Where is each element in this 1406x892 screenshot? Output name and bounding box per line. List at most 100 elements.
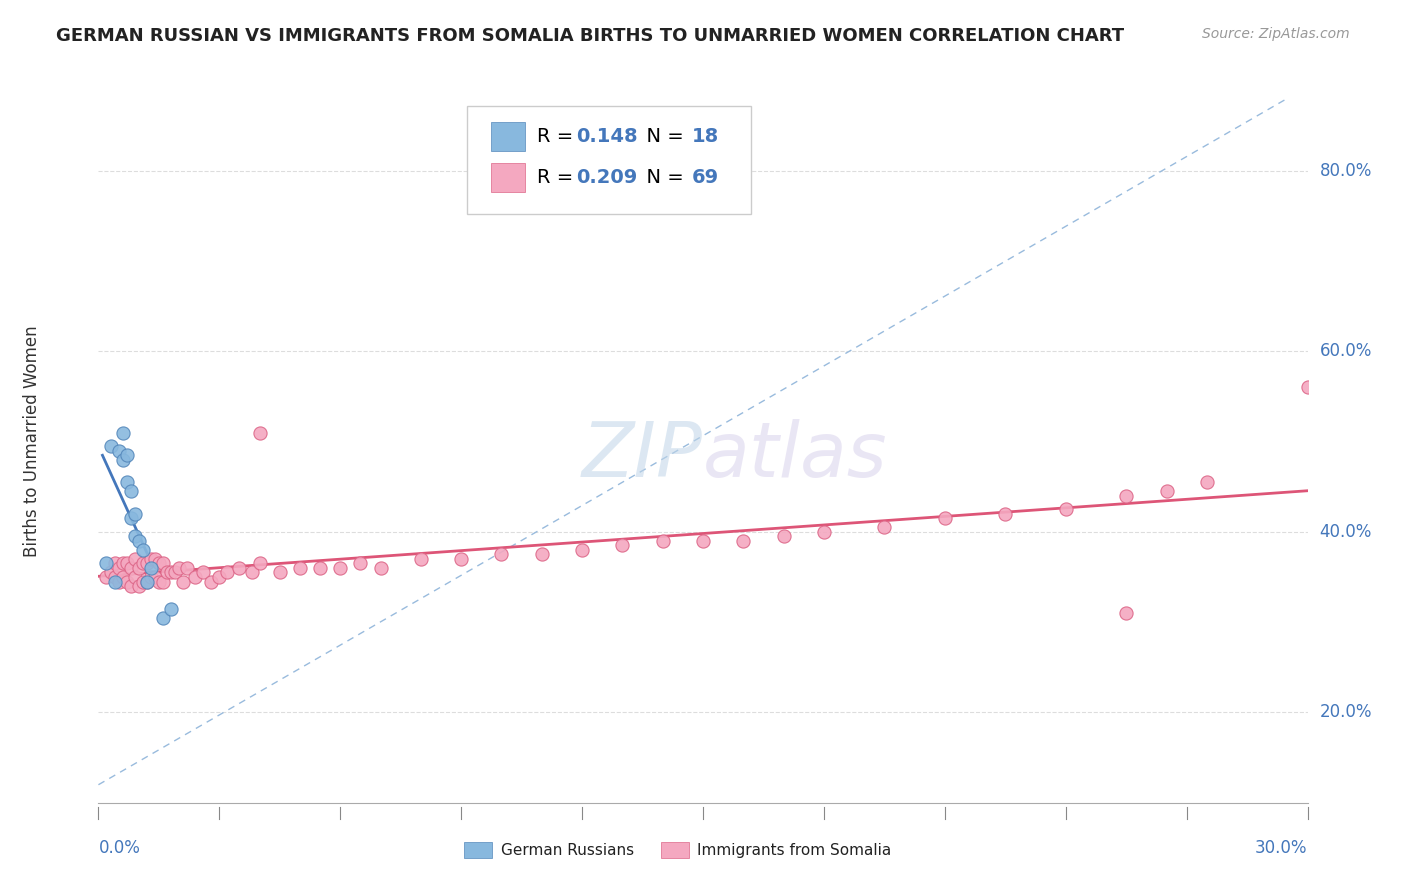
Point (111, 425, 134, 440)
Point (143, 552, 166, 566)
Point (111, 557, 134, 571)
Point (530, 548, 553, 562)
Point (163, 566, 186, 580)
Point (450, 552, 472, 566)
Point (200, 574, 222, 589)
Point (1115, 489, 1137, 503)
Point (128, 561, 150, 575)
Text: Births to Unmarried Women: Births to Unmarried Women (22, 326, 41, 558)
Point (132, 557, 155, 571)
Point (111, 570, 134, 584)
Point (184, 570, 207, 584)
Point (208, 570, 231, 584)
Point (249, 425, 271, 440)
Point (176, 561, 198, 575)
Text: 80.0%: 80.0% (1320, 161, 1372, 179)
Point (120, 579, 142, 593)
FancyBboxPatch shape (492, 163, 526, 193)
Point (103, 570, 125, 584)
Point (103, 557, 125, 571)
Point (111, 452, 134, 467)
Point (135, 574, 157, 589)
Point (193, 566, 215, 580)
Point (491, 548, 513, 562)
Text: GERMAN RUSSIAN VS IMMIGRANTS FROM SOMALIA BIRTHS TO UNMARRIED WOMEN CORRELATION : GERMAN RUSSIAN VS IMMIGRANTS FROM SOMALI… (56, 27, 1125, 45)
Point (132, 542, 155, 557)
Text: 69: 69 (692, 169, 720, 187)
Point (994, 507, 1017, 521)
Point (148, 574, 170, 589)
Point (571, 542, 593, 557)
Point (139, 561, 162, 575)
Point (1296, 380, 1319, 394)
Point (120, 561, 142, 575)
Point (217, 566, 239, 580)
Point (167, 561, 190, 575)
Point (96, 557, 118, 571)
Point (120, 511, 142, 525)
Point (100, 439, 122, 453)
Point (288, 561, 311, 575)
Point (115, 574, 138, 589)
Point (124, 552, 146, 566)
Point (733, 533, 755, 548)
Point (103, 574, 125, 589)
Point (115, 475, 138, 490)
Point (115, 448, 138, 462)
Point (143, 570, 166, 584)
Point (349, 557, 371, 571)
Point (124, 570, 146, 584)
Point (148, 557, 170, 571)
Point (249, 557, 271, 571)
Point (692, 533, 714, 548)
Point (152, 574, 174, 589)
Point (1115, 606, 1137, 620)
Point (139, 570, 162, 584)
Text: 40.0%: 40.0% (1320, 523, 1372, 541)
Point (115, 557, 138, 571)
Point (156, 566, 179, 580)
Point (934, 511, 956, 525)
Point (107, 443, 129, 458)
Point (135, 557, 157, 571)
Point (120, 484, 142, 499)
Point (139, 552, 162, 566)
Point (124, 529, 146, 543)
Point (160, 601, 183, 615)
Point (873, 520, 896, 534)
Point (1054, 502, 1077, 516)
FancyBboxPatch shape (467, 105, 751, 214)
Point (612, 538, 634, 552)
Text: 0.209: 0.209 (576, 169, 637, 187)
Text: 0.148: 0.148 (576, 128, 638, 146)
Text: N =: N = (634, 128, 690, 146)
Text: N =: N = (634, 169, 690, 187)
Text: 20.0%: 20.0% (1320, 704, 1372, 722)
Point (135, 574, 157, 589)
Point (107, 561, 129, 575)
Point (651, 533, 673, 548)
Point (1156, 484, 1178, 499)
Point (132, 574, 155, 589)
Point (96, 570, 118, 584)
Point (107, 574, 129, 589)
Text: 60.0%: 60.0% (1320, 343, 1372, 360)
Point (152, 557, 174, 571)
Point (152, 610, 174, 624)
Point (228, 561, 250, 575)
Text: 30.0%: 30.0% (1256, 838, 1308, 857)
Point (309, 561, 332, 575)
Point (409, 552, 432, 566)
Text: R =: R = (537, 128, 579, 146)
Point (813, 524, 835, 539)
Point (160, 566, 183, 580)
Point (240, 566, 263, 580)
Text: Immigrants from Somalia: Immigrants from Somalia (697, 843, 891, 857)
Text: atlas: atlas (703, 419, 887, 493)
Point (100, 566, 122, 580)
Point (124, 507, 146, 521)
Point (172, 574, 194, 589)
Point (772, 529, 794, 543)
FancyBboxPatch shape (492, 122, 526, 151)
Text: 0.0%: 0.0% (98, 838, 141, 857)
